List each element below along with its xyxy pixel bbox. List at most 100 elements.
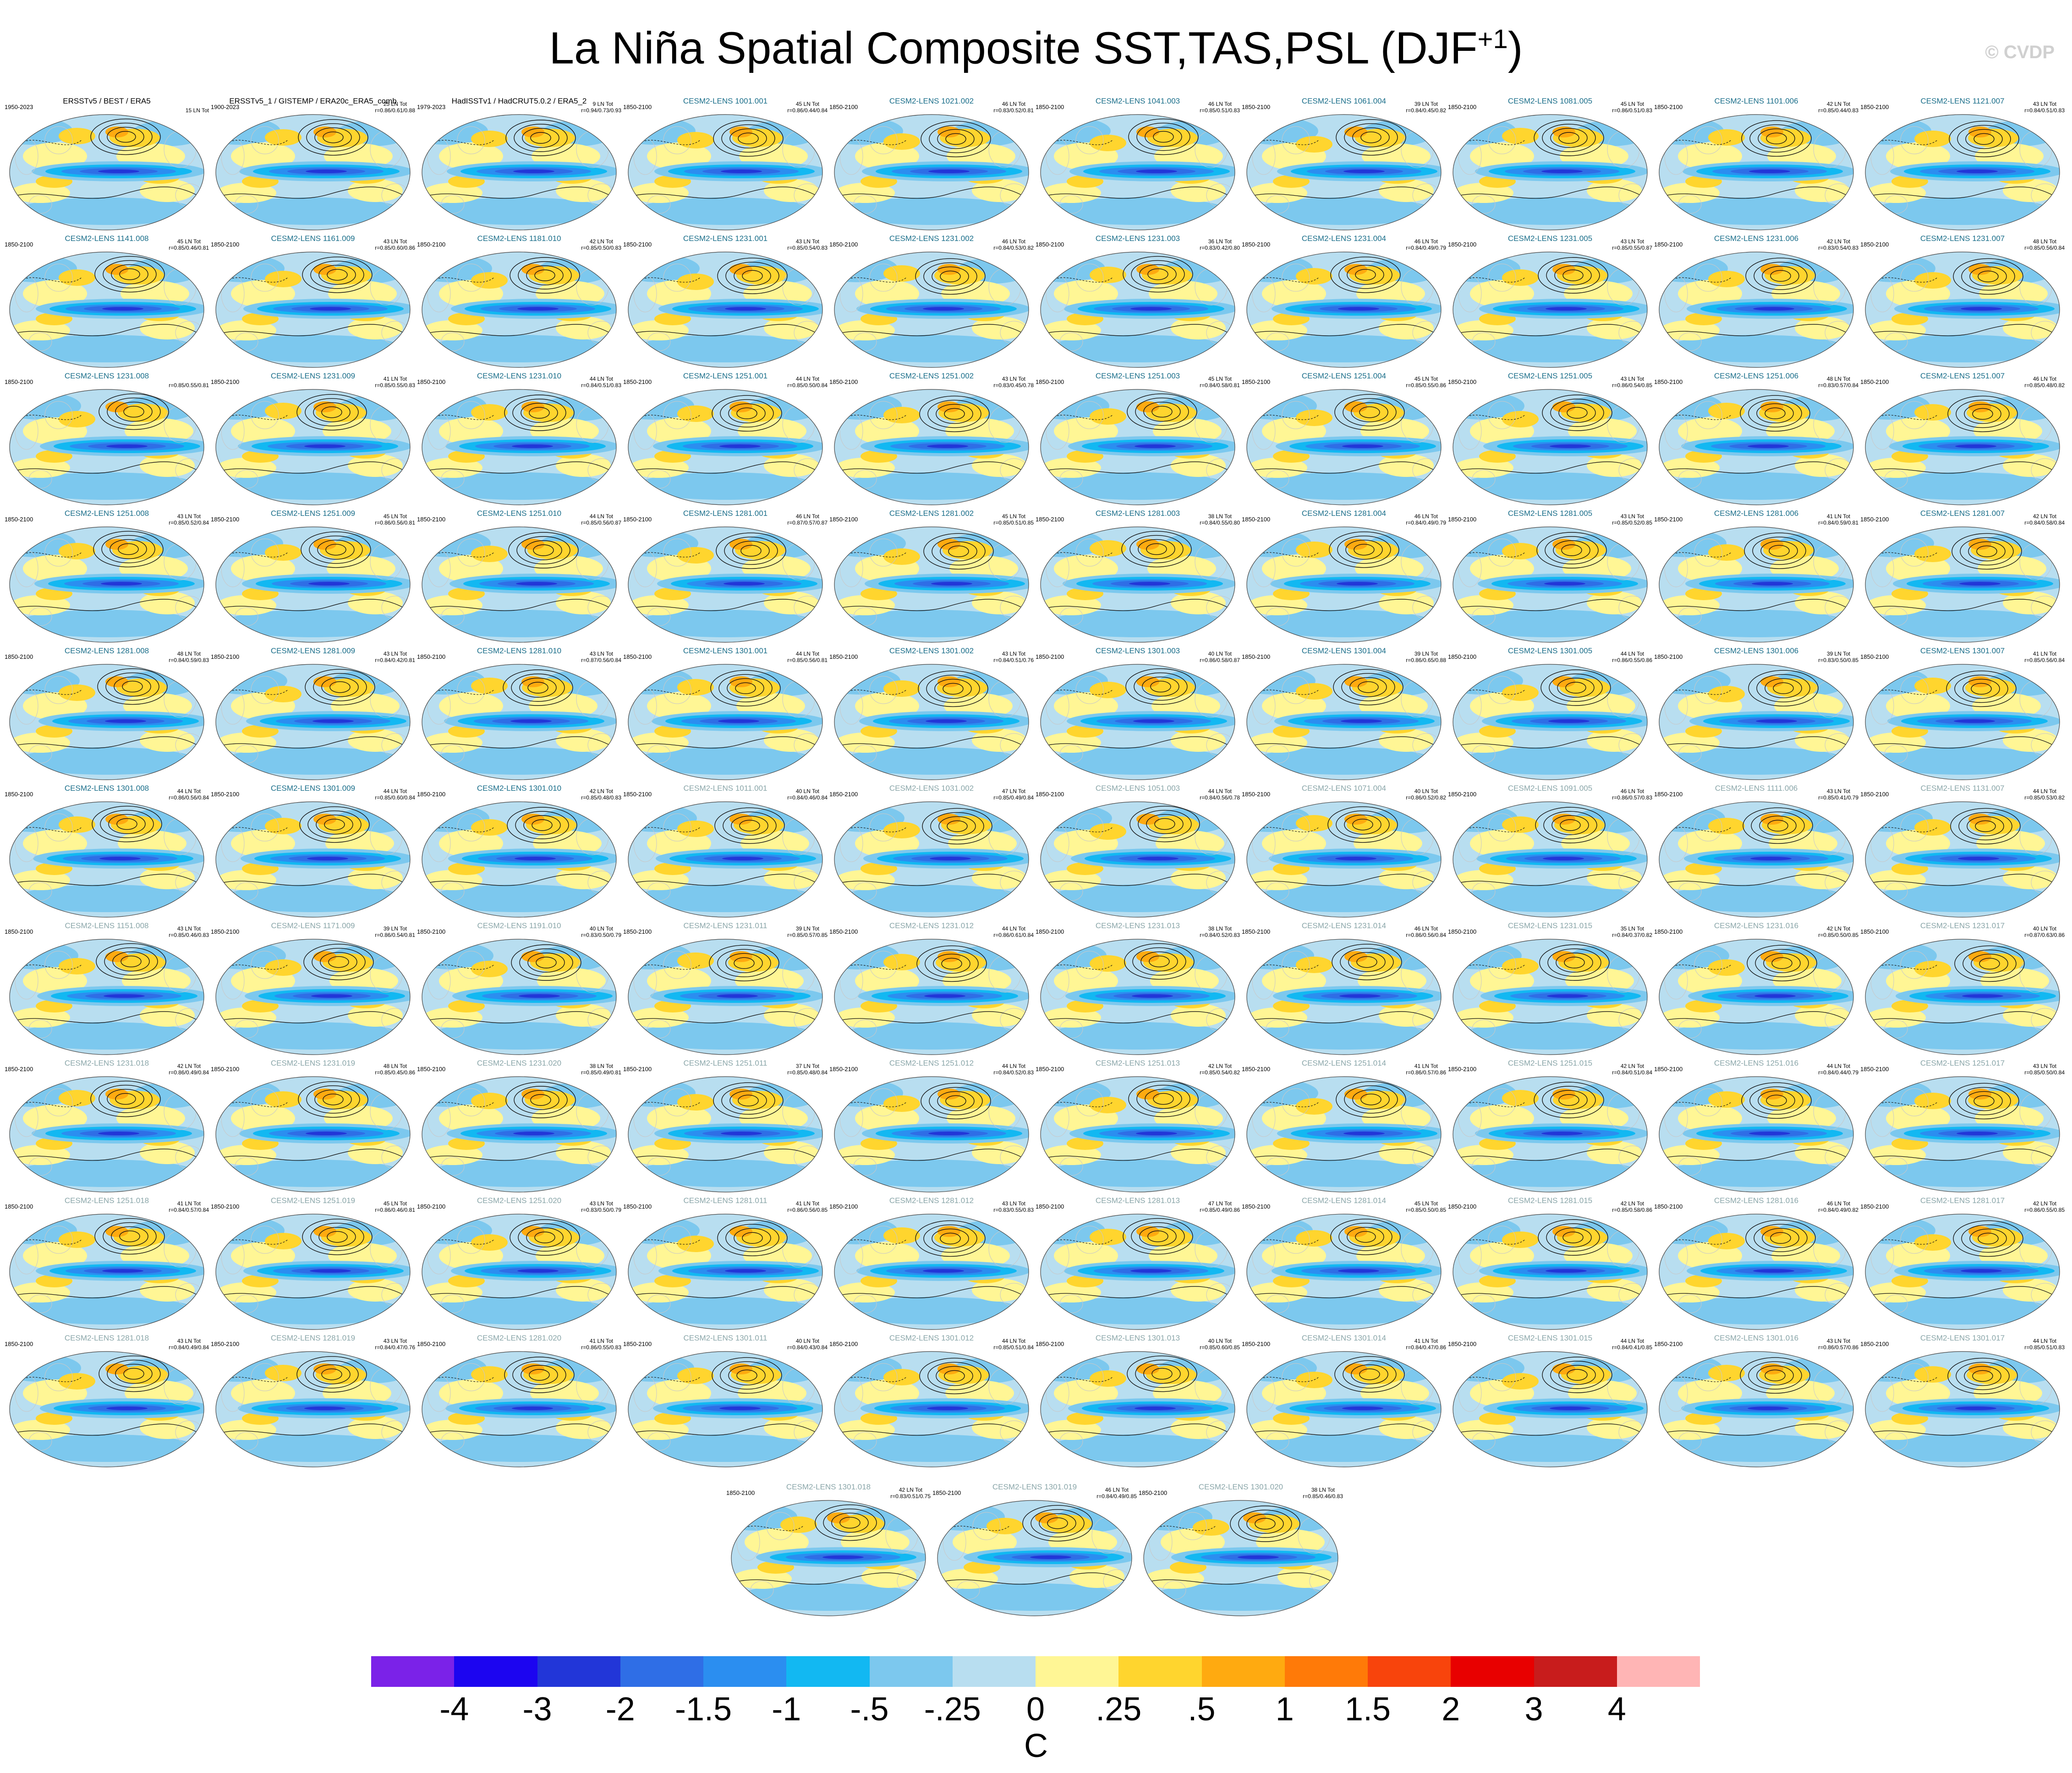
panel-event-count: 40 LN Tot — [795, 1338, 819, 1344]
map-border — [1040, 252, 1235, 368]
psl-contour — [717, 1220, 788, 1256]
psl-contour — [103, 260, 157, 289]
psl-contour — [306, 1085, 360, 1114]
panel-event-count: 47 LN Tot — [1208, 1200, 1232, 1207]
psl-contour — [522, 1090, 559, 1110]
coastline — [251, 1363, 279, 1391]
anomaly-blob — [1660, 733, 1720, 753]
panel-event-count: 44 LN Tot — [2033, 788, 2056, 794]
anomaly-blob — [1552, 539, 1575, 550]
panel-pattern-correlation: r=0.86/0.54/0.85 — [1612, 382, 1652, 389]
psl-contour — [533, 544, 554, 556]
psl-contour — [1039, 1513, 1076, 1533]
enso-cold-tongue — [311, 994, 352, 998]
panel-pattern-correlation: r=0.86/0.65/0.88 — [1406, 657, 1446, 663]
anomaly-blob — [1665, 1160, 1848, 1187]
psl-contour — [1971, 683, 1992, 695]
psl-contour — [1534, 1082, 1604, 1118]
coastline — [663, 263, 691, 292]
panel-event-count: 43 LN Tot — [1826, 788, 1850, 794]
anomaly-blob — [1458, 1434, 1642, 1462]
coastline — [251, 126, 279, 154]
coastline — [1694, 126, 1722, 154]
psl-contour — [123, 1368, 144, 1380]
coastline — [853, 882, 877, 901]
enso-cold-tongue — [1335, 857, 1376, 860]
panel-event-count: 46 LN Tot — [1620, 788, 1644, 794]
robinson-map — [628, 664, 823, 780]
panel-pattern-correlation: r=0.83/0.54/0.83 — [1818, 245, 1858, 251]
enso-cold-tongue — [512, 1406, 553, 1410]
anomaly-blob — [764, 179, 819, 202]
coastline — [1075, 951, 1104, 979]
psl-contour — [1153, 1093, 1174, 1105]
anomaly-blob — [1046, 1160, 1229, 1187]
psl-contour — [1766, 1094, 1787, 1106]
coastline — [1059, 1294, 1083, 1313]
panel-title: CESM2-LENS 1281.012 — [889, 1196, 974, 1205]
panel-title: CESM2-LENS 1301.012 — [889, 1334, 974, 1342]
panel-event-count: 40 LN Tot — [795, 788, 819, 794]
panel-period: 1850-2100 — [211, 791, 240, 798]
panel-event-count: 41 LN Tot — [2033, 651, 2056, 657]
psl-contour — [1968, 541, 2006, 562]
psl-contour — [110, 539, 147, 559]
map-border — [834, 389, 1029, 505]
anomaly-blob — [265, 1233, 301, 1249]
anomaly-blob — [428, 335, 611, 362]
panel-event-count: 43 LN Tot — [177, 1338, 201, 1344]
colorbar-swatch — [1534, 1656, 1617, 1687]
panel-period: 1850-2100 — [211, 241, 240, 248]
psl-contour — [739, 820, 760, 832]
anomaly-blob — [1587, 866, 1642, 889]
anomaly-blob — [15, 747, 198, 775]
panel-title: CESM2-LENS 1251.003 — [1095, 372, 1180, 380]
map-border — [1865, 1076, 2060, 1193]
panel-pattern-correlation: r=0.84/0.43/0.84 — [787, 1344, 828, 1351]
panel-event-count: 43 LN Tot — [589, 1200, 613, 1207]
map-panel: CESM2-LENS 1281.015 1850-2100 42 LN Tot r=0… — [1447, 1196, 1653, 1333]
anomaly-blob — [1760, 126, 1783, 137]
psl-contour — [1131, 260, 1185, 289]
panel-period: 1850-2100 — [1448, 516, 1477, 523]
anomaly-blob — [116, 679, 167, 697]
panel-title: CESM2-LENS 1231.008 — [64, 372, 149, 380]
panel-period: 1850-2100 — [1654, 791, 1683, 798]
anomaly-blob — [1871, 885, 2054, 912]
panel-pattern-correlation: r=0.84/0.44/0.79 — [1818, 1069, 1858, 1076]
anomaly-blob — [972, 454, 1027, 477]
anomaly-blob — [835, 595, 895, 615]
psl-contour — [1238, 1510, 1292, 1538]
panel-pattern-correlation: r=0.83/0.50/0.79 — [581, 1207, 621, 1213]
anomaly-blob — [729, 401, 752, 412]
psl-contour — [1659, 1423, 1853, 1437]
anomaly-blob — [1665, 747, 1848, 775]
anomaly-blob — [1795, 591, 1850, 614]
map-panel: CESM2-LENS 1251.017 1850-2100 43 LN Tot r=0… — [1859, 1058, 2066, 1196]
psl-contour — [628, 324, 822, 338]
psl-contour — [717, 949, 771, 977]
anomaly-blob — [423, 595, 482, 615]
psl-contour — [1138, 539, 1175, 559]
psl-contour — [111, 1226, 148, 1247]
psl-contour — [321, 1368, 342, 1380]
psl-contour — [1453, 1149, 1647, 1162]
panel-pattern-correlation: r=0.83/0.55/0.83 — [993, 1207, 1034, 1213]
psl-contour — [10, 874, 204, 887]
map-panel: CESM2-LENS 1121.007 1850-2100 43 LN Tot r=0… — [1859, 96, 2066, 234]
panel-event-count: 44 LN Tot — [1620, 1338, 1644, 1344]
anomaly-blob — [1708, 1091, 1745, 1108]
coastline — [1282, 813, 1310, 842]
anomaly-blob — [59, 1231, 95, 1248]
enso-cold-tongue — [102, 307, 143, 311]
panel-event-count: 43 LN Tot — [589, 651, 613, 657]
enso-cold-tongue — [1961, 307, 2002, 311]
panel-event-count: 42 LN Tot — [1826, 101, 1850, 107]
panel-title: CESM2-LENS 1301.013 — [1095, 1334, 1180, 1342]
coastline — [1075, 1363, 1104, 1391]
psl-contour — [1659, 599, 1853, 613]
map-panel: CESM2-LENS 1301.011 1850-2100 40 LN Tot r=0… — [622, 1333, 828, 1471]
psl-contour — [1758, 1090, 1795, 1111]
psl-contour — [1754, 1224, 1808, 1252]
psl-contour — [10, 1286, 204, 1300]
